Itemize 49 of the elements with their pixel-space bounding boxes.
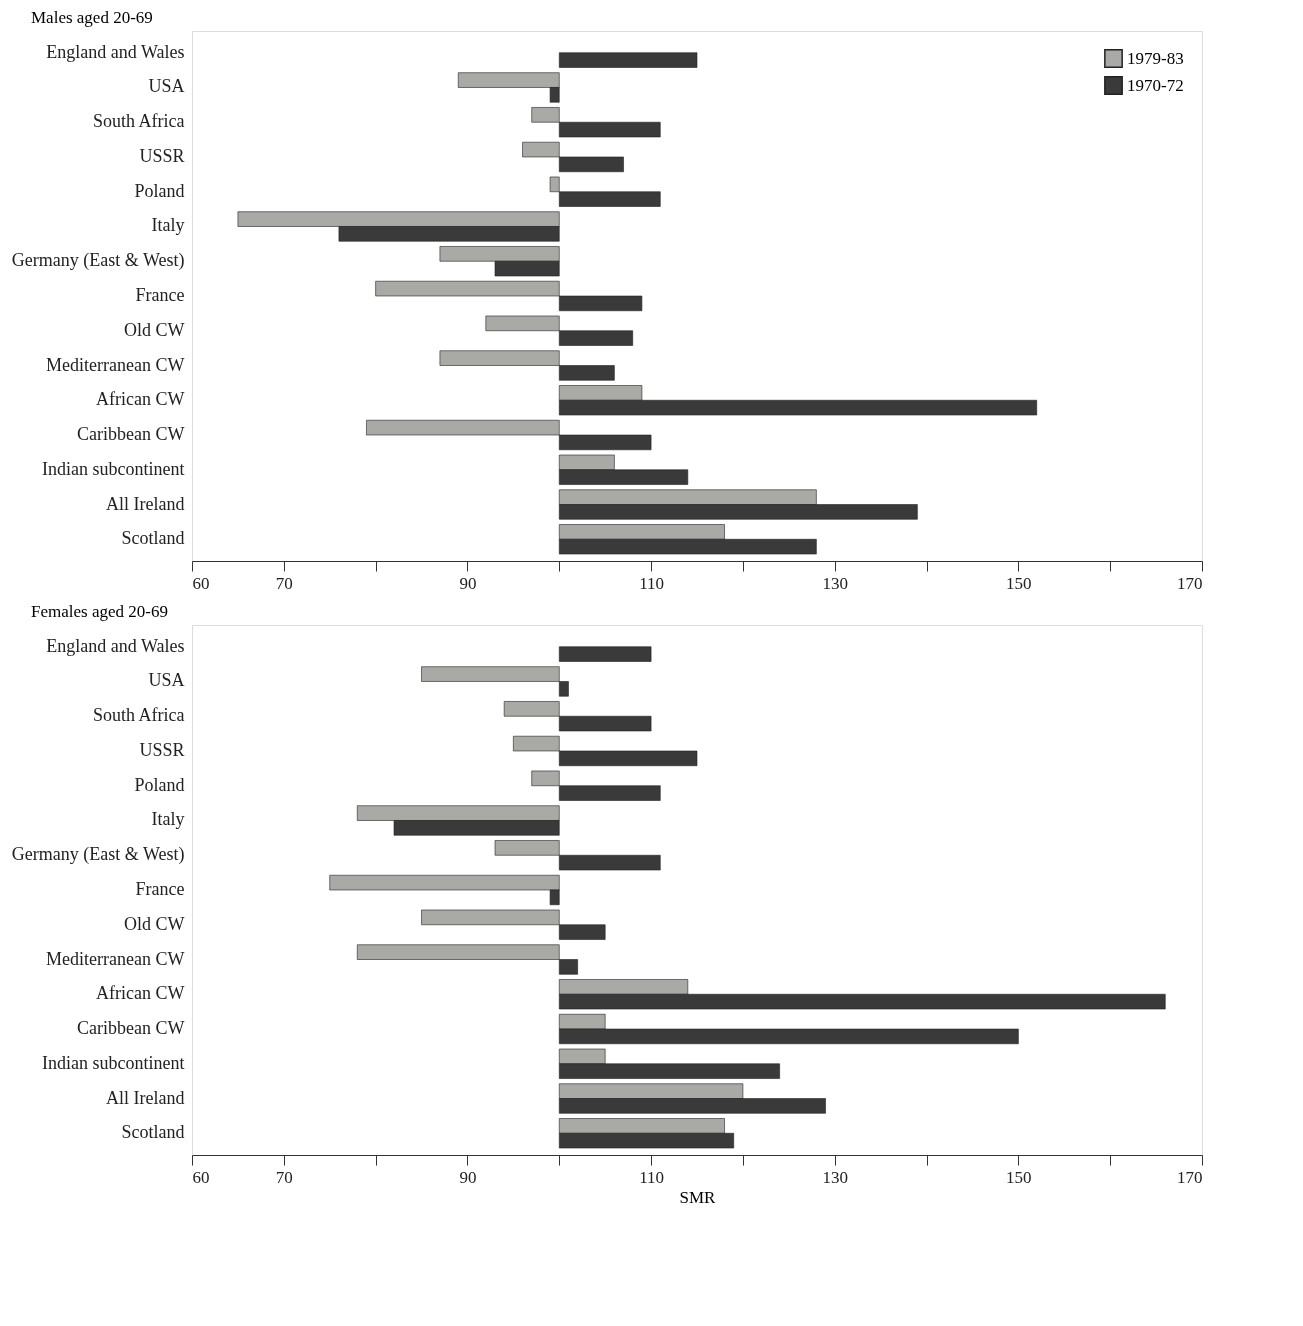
x-axis-title: SMR bbox=[679, 1187, 717, 1207]
x-tick-label: 60 bbox=[192, 573, 210, 593]
chart-title: Males aged 20-69 bbox=[31, 8, 153, 27]
x-tick-label: 90 bbox=[459, 573, 477, 593]
y-tick-label: France bbox=[135, 879, 185, 899]
y-tick-label: USSR bbox=[139, 739, 185, 760]
y-tick-label: Scotland bbox=[121, 528, 185, 549]
y-tick-label: African CW bbox=[96, 389, 185, 410]
legend-label: 1970-72 bbox=[1127, 75, 1184, 95]
y-tick-label: Indian subcontinent bbox=[42, 1052, 185, 1073]
y-tick-label: Italy bbox=[151, 215, 185, 236]
y-tick-label: Caribbean CW bbox=[77, 424, 185, 445]
y-tick-label: Mediterranean CW bbox=[46, 354, 185, 375]
x-tick-label: 170 bbox=[1177, 573, 1203, 593]
y-tick-label: Italy bbox=[151, 809, 185, 830]
x-tick-label: 90 bbox=[459, 1167, 477, 1187]
y-tick-label: USA bbox=[148, 670, 185, 691]
x-tick-label: 70 bbox=[275, 573, 293, 593]
x-tick-label: 110 bbox=[639, 573, 665, 593]
x-tick-label: 110 bbox=[639, 1167, 665, 1187]
y-tick-label: South Africa bbox=[93, 705, 185, 726]
y-tick-label: Indian subcontinent bbox=[42, 458, 185, 479]
x-tick-label: 130 bbox=[822, 573, 848, 593]
x-tick-label: 60 bbox=[192, 1167, 210, 1187]
y-tick-label: USSR bbox=[139, 145, 185, 166]
y-tick-label: Germany (East & West) bbox=[11, 844, 185, 866]
y-tick-label: Caribbean CW bbox=[77, 1018, 185, 1039]
y-tick-label: South Africa bbox=[93, 111, 185, 132]
y-tick-label: Mediterranean CW bbox=[46, 948, 185, 969]
legend-label: 1979-83 bbox=[1127, 48, 1184, 68]
chart-title: Females aged 20-69 bbox=[31, 602, 168, 621]
y-tick-label: Old CW bbox=[124, 319, 185, 340]
x-tick-label: 70 bbox=[275, 1167, 293, 1187]
y-tick-label: African CW bbox=[96, 983, 185, 1004]
y-tick-label: Germany (East & West) bbox=[11, 250, 185, 272]
y-tick-label: Scotland bbox=[121, 1122, 185, 1143]
y-tick-label: Old CW bbox=[124, 913, 185, 934]
y-tick-label: USA bbox=[148, 76, 185, 97]
x-tick-label: 150 bbox=[1006, 573, 1032, 593]
x-tick-label: 170 bbox=[1177, 1167, 1203, 1187]
y-tick-label: Poland bbox=[134, 774, 185, 795]
y-tick-label: France bbox=[135, 285, 185, 305]
x-tick-label: 150 bbox=[1006, 1167, 1032, 1187]
y-tick-label: Poland bbox=[134, 180, 185, 201]
y-tick-label: England and Wales bbox=[46, 635, 185, 656]
y-tick-label: All Ireland bbox=[106, 493, 185, 514]
x-tick-label: 130 bbox=[822, 1167, 848, 1187]
y-tick-label: England and Wales bbox=[46, 41, 185, 62]
y-tick-label: All Ireland bbox=[106, 1087, 185, 1108]
